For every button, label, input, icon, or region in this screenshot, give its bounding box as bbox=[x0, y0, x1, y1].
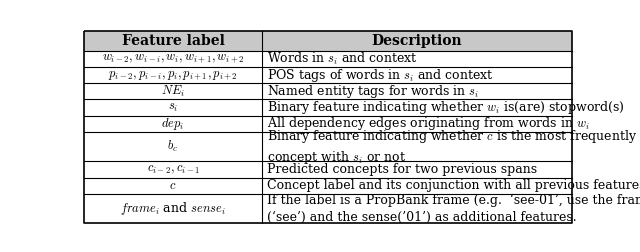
Bar bbox=[84, 51, 572, 67]
Text: $c$: $c$ bbox=[170, 179, 177, 192]
Text: Description: Description bbox=[372, 34, 462, 48]
Text: $c_{i-2}, c_{i-1}$: $c_{i-2}, c_{i-1}$ bbox=[147, 163, 200, 176]
Text: POS tags of words in $s_i$ and context: POS tags of words in $s_i$ and context bbox=[267, 67, 494, 84]
Text: Binary feature indicating whether $c$ is the most frequently aligned
concept wit: Binary feature indicating whether $c$ is… bbox=[267, 128, 640, 166]
Text: Binary feature indicating whether $w_i$ is(are) stopword(s): Binary feature indicating whether $w_i$ … bbox=[267, 99, 625, 116]
Bar bbox=[84, 116, 572, 132]
Bar bbox=[84, 194, 572, 223]
Bar bbox=[84, 178, 572, 194]
Text: $s_i$: $s_i$ bbox=[168, 101, 179, 114]
Text: If the label is a PropBank frame (e.g.  ‘see-01’, use the frame
(‘see’) and the : If the label is a PropBank frame (e.g. ‘… bbox=[267, 194, 640, 224]
Text: $\mathit{frame}_i$ and $\mathit{sense}_i$: $\mathit{frame}_i$ and $\mathit{sense}_i… bbox=[120, 200, 226, 217]
Text: $w_{i-2}, w_{i-i}, w_i, w_{i+1}, w_{i+2}$: $w_{i-2}, w_{i-i}, w_i, w_{i+1}, w_{i+2}… bbox=[102, 52, 244, 65]
Text: Feature label: Feature label bbox=[122, 34, 225, 48]
Text: Concept label and its conjunction with all previous features: Concept label and its conjunction with a… bbox=[267, 179, 640, 192]
Text: $p_{i-2}, p_{i-i}, p_i, p_{i+1}, p_{i+2}$: $p_{i-2}, p_{i-i}, p_i, p_{i+1}, p_{i+2}… bbox=[108, 69, 238, 82]
Text: Words in $s_i$ and context: Words in $s_i$ and context bbox=[267, 51, 418, 67]
Text: $b_c$: $b_c$ bbox=[168, 139, 179, 154]
Bar bbox=[84, 83, 572, 100]
Text: Named entity tags for words in $s_i$: Named entity tags for words in $s_i$ bbox=[267, 83, 479, 100]
Text: All dependency edges originating from words in $w_i$: All dependency edges originating from wo… bbox=[267, 115, 590, 132]
Text: $dep_i$: $dep_i$ bbox=[161, 116, 184, 132]
Bar bbox=[84, 132, 572, 161]
Bar bbox=[84, 161, 572, 178]
Bar bbox=[84, 31, 572, 51]
Text: Predicted concepts for two previous spans: Predicted concepts for two previous span… bbox=[267, 163, 537, 176]
Text: $NE_i$: $NE_i$ bbox=[161, 84, 185, 99]
Bar bbox=[84, 100, 572, 116]
Bar bbox=[84, 67, 572, 83]
